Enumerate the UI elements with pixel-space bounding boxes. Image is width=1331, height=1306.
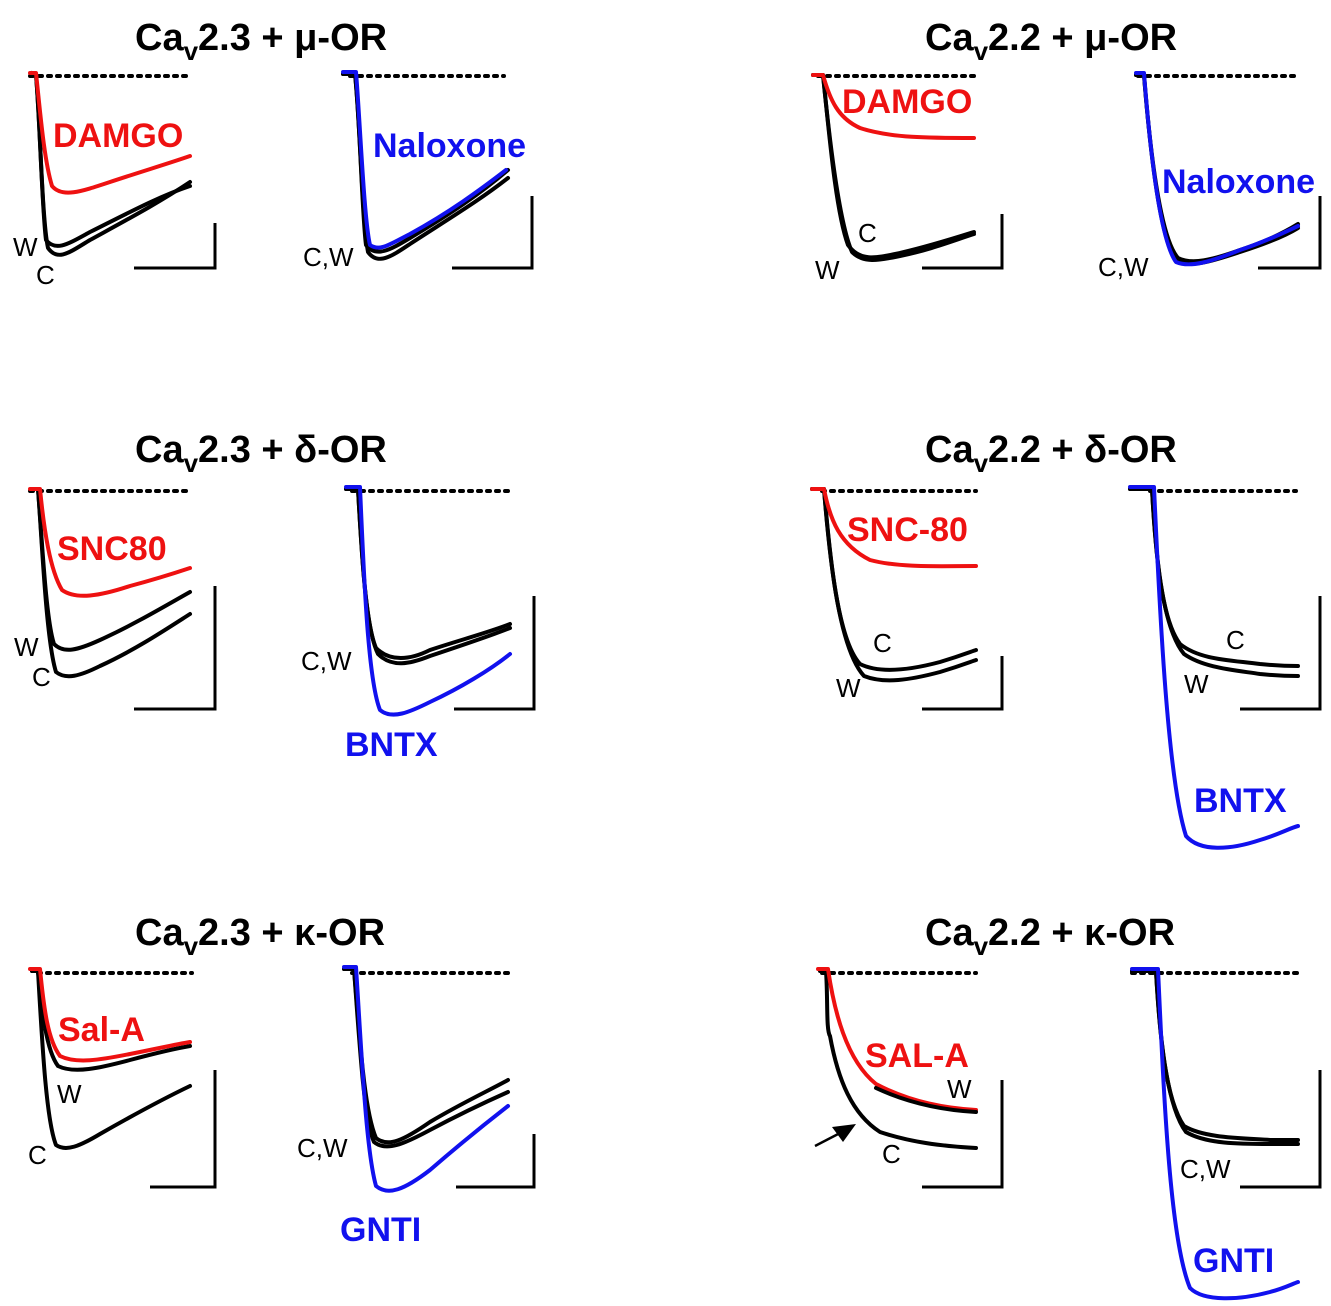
panel-title: Cav2.3 + δ-OR [135,429,387,478]
trace-washout [811,73,976,262]
panel-cav22-kappa: Cav2.2 + κ-OR SAL-A W C C,W GNTI [814,912,1322,1301]
trace-control [818,969,978,1150]
trace-antagonist [341,70,508,250]
trace-washout [344,487,512,660]
panel-title: Cav2.2 + κ-OR [925,912,1175,961]
antagonist-label: Naloxone [1162,163,1315,201]
trace-label-c: C [1226,625,1245,655]
agonist-label: DAMGO [53,117,183,155]
trace-agonist [28,967,192,1063]
trace-agonist [28,487,192,598]
trace-label-c: C [28,1140,47,1170]
agonist-label: SNC80 [57,530,167,568]
panel-title: Cav2.3 + μ-OR [135,17,387,66]
trace-washout [810,487,978,683]
trace-label-w: W [14,632,39,662]
trace-washout [30,71,192,248]
trace-washout [30,487,192,652]
trace-label-c: C [858,218,877,248]
agonist-label: Sal-A [58,1011,145,1049]
antagonist-label: GNTI [1193,1242,1274,1280]
trace-washout [874,1086,978,1114]
scale-bar [452,196,534,270]
trace-label-w: W [836,673,861,703]
panel-cav23-delta: Cav2.3 + δ-OR SNC80 W C C,W BNTX [14,429,536,764]
scale-bar [456,1134,536,1189]
trace-label-w: W [947,1074,972,1104]
scale-bar [150,1070,217,1189]
trace-label-cw: C,W [1098,252,1149,282]
trace-antagonist [1130,967,1300,1301]
trace-label-cw: C,W [297,1133,348,1163]
trace-agonist [810,487,978,569]
trace-label-w: W [1184,669,1209,699]
trace-label-w: W [13,232,38,262]
trace-label-cw: C,W [301,646,352,676]
antagonist-label: BNTX [1194,782,1287,820]
trace-label-w: W [815,255,840,285]
agonist-label: DAMGO [842,83,972,121]
panel-cav22-delta: Cav2.2 + δ-OR SNC-80 C W C W BNTX [810,429,1322,850]
antagonist-label: GNTI [340,1211,421,1249]
agonist-label: SNC-80 [847,511,968,549]
scale-bar [922,214,1004,270]
trace-antagonist [342,965,510,1193]
scale-bar [454,596,536,711]
scale-bar [1240,1070,1322,1189]
trace-label-c: C [873,628,892,658]
trace-antagonist [1134,71,1300,267]
scale-bar [1258,196,1322,270]
trace-washout [1130,969,1300,1146]
trace-label-c: C [32,662,51,692]
trace-label-c: C [36,260,55,290]
panel-cav23-mu: Cav2.3 + μ-OR DAMGO W C Naloxone C,W [13,17,534,290]
panel-title: Cav2.2 + δ-OR [925,429,1177,478]
panel-cav22-mu: Cav2.2 + μ-OR DAMGO C W Naloxone C,W [811,17,1322,285]
trace-antagonist [344,485,512,717]
trace-control [30,969,192,1150]
scale-bar [134,586,217,711]
panel-title: Cav2.2 + μ-OR [925,17,1177,66]
trace-label-cw: C,W [1180,1154,1231,1184]
trace-label-c: C [882,1139,901,1169]
trace-agonist [28,71,192,195]
trace-antagonist [1128,485,1300,850]
arrow-icon [814,1124,856,1148]
scale-bar [1240,596,1322,711]
antagonist-label: BNTX [345,726,438,764]
panel-cav23-kappa: Cav2.3 + κ-OR Sal-A W C C,W GNTI [28,912,536,1249]
trace-washout [342,967,510,1145]
scale-bar [922,656,1004,711]
scale-bar [134,223,217,270]
trace-agonist [811,73,976,140]
antagonist-label: Naloxone [373,127,526,165]
trace-agonist [816,967,978,1112]
panel-title: Cav2.3 + κ-OR [135,912,385,961]
trace-label-w: W [57,1079,82,1109]
scale-bar [922,1080,1004,1189]
trace-washout [30,969,192,1072]
trace-label-cw: C,W [303,242,354,272]
agonist-label: SAL-A [865,1037,969,1075]
trace-control [30,487,192,679]
